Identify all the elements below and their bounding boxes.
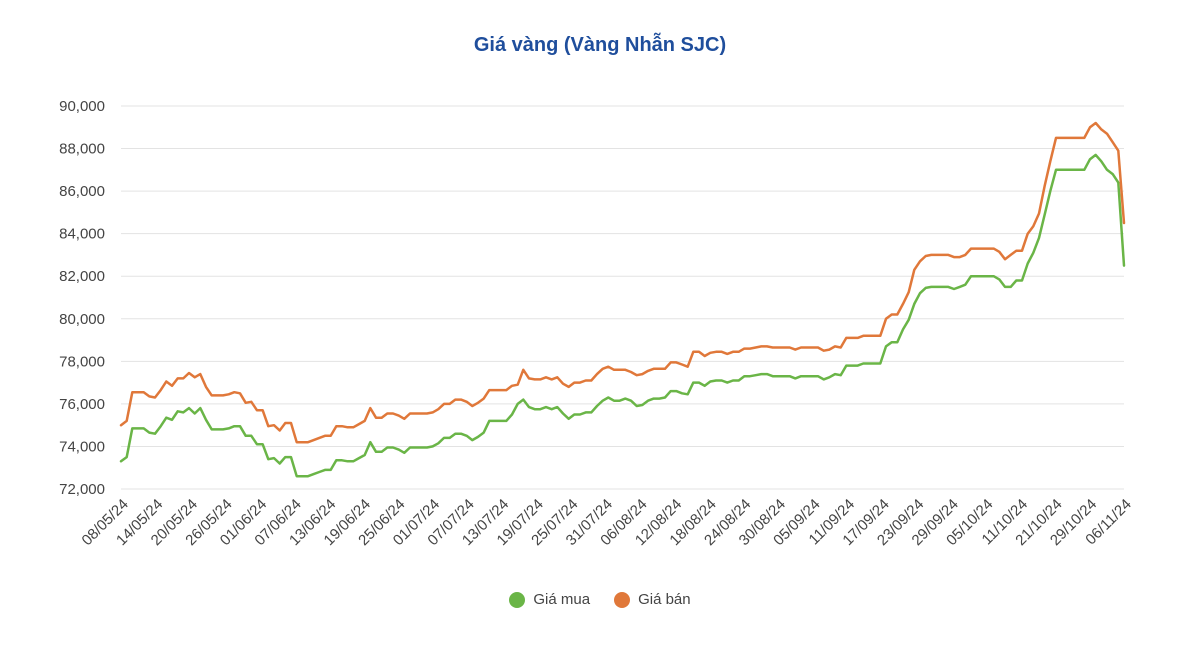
y-tick-label: 84,000 [59,226,105,243]
legend-label-sell: Giá bán [638,591,691,608]
y-tick-label: 72,000 [59,481,105,498]
y-tick-label: 90,000 [59,98,105,115]
chart-title: Giá vàng (Vàng Nhẫn SJC) [473,34,727,56]
y-tick-label: 78,000 [59,353,105,370]
legend-label-buy: Giá mua [533,591,591,608]
y-tick-label: 82,000 [59,268,105,285]
series-line-sell [119,121,1126,444]
line-chart: 72,000 74,000 76,000 78,000 80,000 82,000 84,0… [59,98,1135,549]
y-tick-label: 88,000 [59,141,105,158]
y-tick-label: 76,000 [59,396,105,413]
y-tick-label: 80,000 [59,311,105,328]
legend-dot-sell [614,591,631,608]
y-tick-label: 74,000 [59,438,105,455]
series-line-buy [119,153,1126,478]
y-tick-label: 86,000 [59,183,105,200]
legend-item-sell[interactable]: Giá bán [614,591,691,608]
legend-dot-buy [509,591,526,608]
legend-item-buy[interactable]: Giá mua [509,591,590,608]
legend: Giá mua Giá bán [0,591,1200,608]
